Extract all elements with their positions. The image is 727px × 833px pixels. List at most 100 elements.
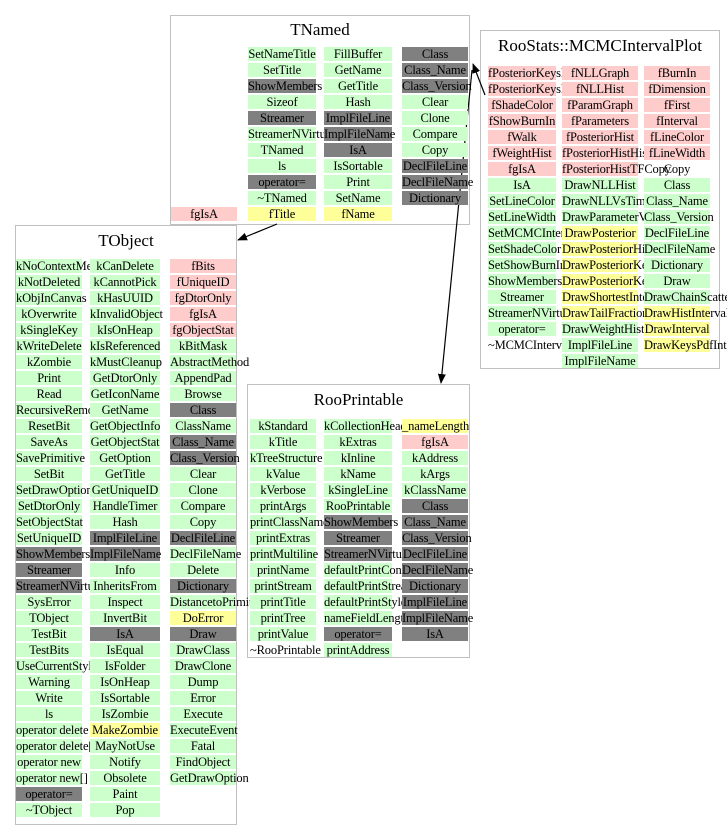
member-tobject-knotdeleted: kNotDeleted — [16, 275, 82, 289]
member-tobject-isfolder: IsFolder — [90, 659, 160, 673]
member-tobject-execute: Execute — [170, 707, 236, 721]
member-tnamed-sizeof: Sizeof — [248, 95, 316, 109]
member-tobject-class: Class — [170, 403, 236, 417]
member-tobject-khasuuid: kHasUUID — [90, 291, 160, 305]
member-rooprintable-streamernvirtual: StreamerNVirtual — [324, 547, 411, 561]
member-tnamed-declfileline: DeclFileLine — [402, 159, 468, 173]
member-tobject-maynotuse: MayNotUse — [90, 739, 160, 753]
member-tobject-write: Write — [16, 691, 82, 705]
member-tobject-ksinglekey: kSingleKey — [16, 323, 82, 337]
member-roostats-mcmcintervalplot-copy: Copy — [663, 162, 691, 176]
member-roostats-mcmcintervalplot-implfilename: ImplFileName — [562, 354, 638, 368]
member-roostats-mcmcintervalplot-streamernvirtual: StreamerNVirtual — [488, 306, 575, 320]
member-roostats-mcmcintervalplot-fposteriorhisttfcopy: fPosteriorHistTFCopy — [562, 162, 671, 176]
member-rooprintable-operator: operator= — [324, 627, 392, 641]
member-tobject-kcannotpick: kCannotPick — [90, 275, 160, 289]
member-rooprintable-rooprintable: ~RooPrintable — [250, 643, 321, 657]
member-roostats-mcmcintervalplot-fburnin: fBurnIn — [644, 66, 710, 80]
member-tobject-kobjincanvas: kObjInCanvas — [16, 291, 87, 305]
member-tobject-notify: Notify — [90, 755, 160, 769]
member-tnamed-streamernvirtual: StreamerNVirtual — [248, 127, 335, 141]
member-rooprintable-kclassname: kClassName — [402, 483, 468, 497]
member-roostats-mcmcintervalplot-class: Class — [644, 178, 710, 192]
member-rooprintable-defaultprintstyle: defaultPrintStyle — [324, 595, 407, 609]
member-tobject-streamernvirtual: StreamerNVirtual — [16, 579, 103, 593]
class-title: TObject — [98, 231, 154, 250]
member-roostats-mcmcintervalplot-drawnllhist: DrawNLLHist — [562, 178, 638, 192]
member-rooprintable-declfileline: DeclFileLine — [402, 547, 468, 561]
member-roostats-mcmcintervalplot-drawchainscatter: DrawChainScatter — [644, 290, 727, 304]
member-roostats-mcmcintervalplot-fparameters: fParameters — [562, 114, 638, 128]
member-roostats-mcmcintervalplot-fwalk: fWalk — [488, 130, 556, 144]
member-tobject-kzombie: kZombie — [16, 355, 82, 369]
member-tnamed-print: Print — [324, 175, 392, 189]
member-rooprintable-rooprintable: RooPrintable — [324, 499, 392, 513]
member-rooprintable-printname: printName — [250, 563, 316, 577]
member-rooprintable-printmultiline: printMultiline — [250, 547, 319, 561]
member-roostats-mcmcintervalplot-fweighthist: fWeightHist — [488, 146, 556, 160]
member-roostats-mcmcintervalplot-fgisa: fgIsA — [488, 162, 556, 176]
member-tobject-browse: Browse — [170, 387, 236, 401]
member-tobject-operator-new: operator new — [16, 755, 82, 769]
member-roostats-mcmcintervalplot-drawposteriorkeysproduct: DrawPosteriorKeysProduct — [562, 274, 696, 288]
member-roostats-mcmcintervalplot-class-name: Class_Name — [644, 194, 710, 208]
member-rooprintable-printtitle: printTitle — [250, 595, 316, 609]
member-tobject-kinvalidobject: kInvalidObject — [90, 307, 163, 321]
member-rooprintable-kverbose: kVerbose — [250, 483, 316, 497]
member-roostats-mcmcintervalplot-isa: IsA — [488, 178, 556, 192]
member-tobject-dump: Dump — [170, 675, 236, 689]
member-rooprintable-ktreestructure: kTreeStructure — [250, 451, 323, 465]
member-tobject-getname: GetName — [90, 403, 160, 417]
member-tobject-setobjectstat: SetObjectStat — [16, 515, 83, 529]
member-tobject-fbits: fBits — [170, 259, 236, 273]
member-tnamed-class: Class — [402, 47, 468, 61]
member-tobject-kbitmask: kBitMask — [170, 339, 236, 353]
member-roostats-mcmcintervalplot-drawweighthist: DrawWeightHist — [562, 322, 645, 336]
member-tobject-class-name: Class_Name — [170, 435, 236, 449]
member-tobject-testbit: TestBit — [16, 627, 82, 641]
member-roostats-mcmcintervalplot-implfileline: ImplFileLine — [562, 338, 638, 352]
member-tobject-pop: Pop — [90, 803, 160, 817]
member-roostats-mcmcintervalplot-setshadecolor: SetShadeColor — [488, 242, 562, 256]
member-tobject-inspect: Inspect — [90, 595, 160, 609]
member-tnamed-setnametitle: SetNameTitle — [248, 47, 316, 61]
member-tobject-operator-delete: operator delete — [16, 723, 89, 737]
member-tobject-implfileline: ImplFileLine — [90, 531, 160, 545]
member-tobject-kwritedelete: kWriteDelete — [16, 339, 82, 353]
member-tnamed-tnamed: TNamed — [248, 143, 316, 157]
member-tnamed-showmembers: ShowMembers — [248, 79, 323, 93]
member-rooprintable-kextras: kExtras — [324, 435, 392, 449]
member-tobject-read: Read — [16, 387, 82, 401]
member-rooprintable-fgisa: fgIsA — [402, 435, 468, 449]
member-roostats-mcmcintervalplot-drawshortestinterval: DrawShortestInterval — [562, 290, 667, 304]
member-roostats-mcmcintervalplot-flinewidth: fLineWidth — [644, 146, 710, 160]
member-roostats-mcmcintervalplot-setlinecolor: SetLineColor — [488, 194, 556, 208]
member-tobject-setdtoronly: SetDtorOnly — [16, 499, 82, 513]
member-tobject-clone: Clone — [170, 483, 236, 497]
member-tnamed-getname: GetName — [324, 63, 392, 77]
member-tobject-drawclone: DrawClone — [170, 659, 236, 673]
member-tnamed-ls: ls — [248, 159, 316, 173]
member-tnamed-clone: Clone — [402, 111, 468, 125]
member-tobject-isonheap: IsOnHeap — [90, 675, 160, 689]
member-tobject-kisreferenced: kIsReferenced — [90, 339, 161, 353]
member-tobject-handletimer: HandleTimer — [90, 499, 160, 513]
member-tobject-funiqueid: fUniqueID — [170, 275, 236, 289]
member-rooprintable-printstream: printStream — [250, 579, 316, 593]
member-rooprintable-defaultprintcontents: defaultPrintContents — [324, 563, 425, 577]
member-tobject-getobjectinfo: GetObjectInfo — [90, 419, 161, 433]
member-tobject-clear: Clear — [170, 467, 236, 481]
member-tobject-dictionary: Dictionary — [170, 579, 236, 593]
member-rooprintable-implfileline: ImplFileLine — [402, 595, 468, 609]
member-tobject-fgdtoronly: fgDtorOnly — [170, 291, 236, 305]
member-tobject-geticonname: GetIconName — [90, 387, 160, 401]
member-rooprintable-kcollectionheader: kCollectionHeader — [324, 419, 416, 433]
member-rooprintable-ksingleline: kSingleLine — [324, 483, 392, 497]
member-roostats-mcmcintervalplot-drawposterior: DrawPosterior — [562, 226, 638, 240]
member-rooprintable-class-name: Class_Name — [402, 515, 468, 529]
member-tobject-setbit: SetBit — [16, 467, 82, 481]
member-tobject-declfileline: DeclFileLine — [170, 531, 236, 545]
member-roostats-mcmcintervalplot-declfileline: DeclFileLine — [644, 226, 710, 240]
member-rooprintable-dictionary: Dictionary — [402, 579, 468, 593]
member-rooprintable-showmembers: ShowMembers — [324, 515, 399, 529]
